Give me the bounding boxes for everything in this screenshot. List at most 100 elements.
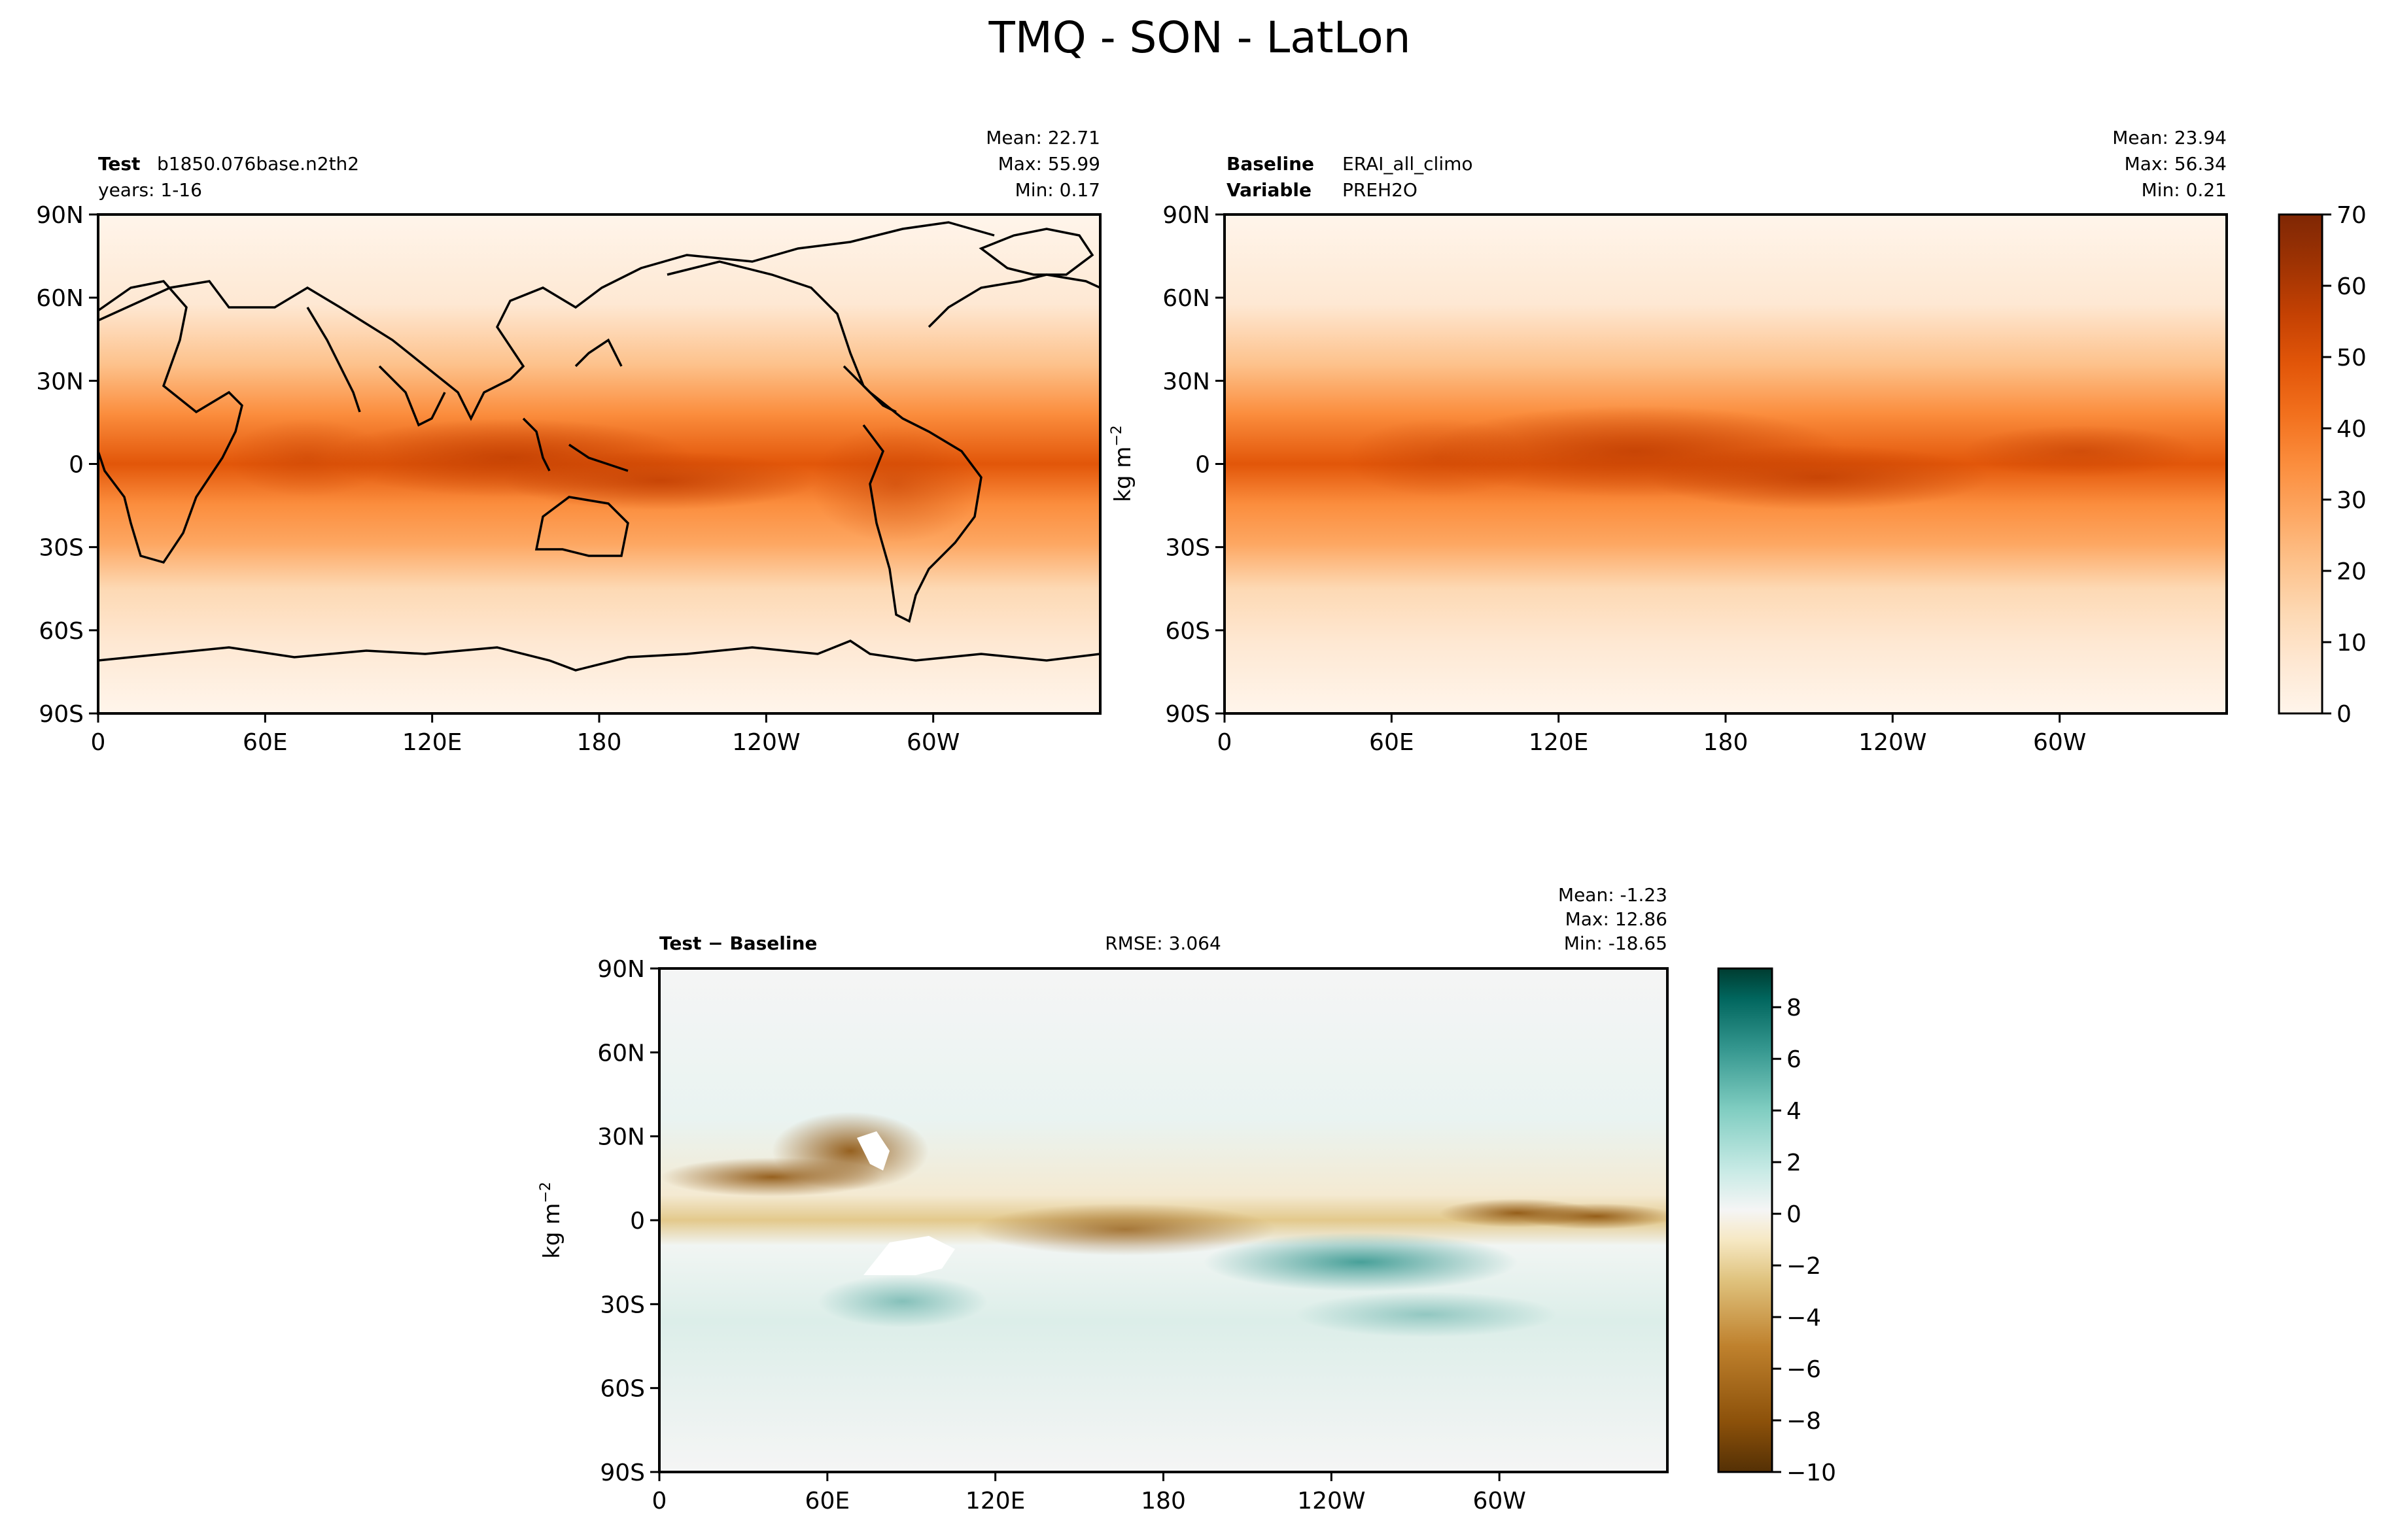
test-y-tick-label: 60N [36, 285, 84, 312]
panel-baseline: 90N 60N 30N 0 30S 60S 90S 0 60E 120E 180 120W 60W k… [1109, 127, 2228, 756]
baseline-y-ticks: 90N 60N 30N 0 30S 60S 90S [1162, 202, 1225, 728]
baseline-y-tick-label: 0 [1195, 452, 1210, 479]
difference-x-tick-label: 0 [652, 1488, 667, 1514]
difference-y-tick-label: 90N [597, 956, 645, 983]
baseline-map-field [1225, 214, 2227, 713]
test-y-tick-label: 30N [36, 368, 84, 395]
test-y-tick-label: 0 [69, 452, 84, 479]
test-stat-max: Max: 55.99 [998, 153, 1100, 175]
test-label-years: years: 1-16 [98, 179, 202, 201]
difference-x-tick-label: 180 [1141, 1488, 1186, 1514]
baseline-x-tick-label: 60W [2033, 729, 2086, 756]
test-stat-min: Min: 0.17 [1015, 179, 1100, 201]
colorbar-top-fill [2278, 213, 2323, 715]
difference-ylabel-exp: −2 [538, 1182, 554, 1203]
colorbar-bottom: 8 6 4 2 0 −2 −4 −6 −8 −10 [1717, 967, 1836, 1486]
panel-difference: 90N 60N 30N 0 30S 60S 90S 0 60E 120E 180 120W 60W k… [538, 884, 1669, 1514]
baseline-x-tick-label: 120W [1858, 729, 1926, 756]
colorbar-bottom-fill [1717, 967, 1773, 1473]
colorbar-top-tick-label: 0 [2337, 701, 2352, 728]
test-x-tick-label: 60W [907, 729, 960, 756]
difference-stat-mean: Mean: -1.23 [1558, 884, 1667, 906]
baseline-stat-mean: Mean: 23.94 [2112, 127, 2227, 148]
test-y-tick-label: 90N [36, 202, 84, 229]
colorbar-bottom-tick-label: 4 [1786, 1098, 1801, 1125]
baseline-label-variable: Variable [1226, 179, 1312, 201]
test-coastlines [98, 221, 1100, 672]
figure-title: TMQ - SON - LatLon [988, 12, 1411, 63]
test-x-tick-label: 0 [91, 729, 106, 756]
colorbar-top-ticks: 0 10 20 30 40 50 60 70 [2322, 202, 2367, 728]
test-map-field [98, 214, 1100, 713]
test-y-tick-label: 60S [39, 618, 84, 645]
difference-map-field [659, 968, 1667, 1472]
baseline-y-tick-label: 30N [1162, 368, 1210, 395]
difference-ylabel-units: kg m [539, 1203, 565, 1259]
colorbar-bottom-tick-label: −4 [1786, 1305, 1821, 1331]
baseline-y-tick-label: 90S [1165, 701, 1210, 728]
baseline-y-tick-label: 60S [1165, 618, 1210, 645]
difference-y-tick-label: 0 [630, 1208, 645, 1235]
test-x-tick-label: 120E [402, 729, 462, 756]
colorbar-top-tick-label: 50 [2337, 345, 2367, 371]
baseline-stat-max: Max: 56.34 [2125, 153, 2227, 175]
difference-x-tick-label: 120W [1297, 1488, 1365, 1514]
test-x-ticks: 0 60E 120E 180 120W 60W [91, 713, 960, 756]
baseline-y-tick-label: 30S [1165, 535, 1210, 562]
colorbar-top: 0 10 20 30 40 50 60 70 [2278, 202, 2367, 728]
colorbar-bottom-tick-label: −8 [1786, 1408, 1821, 1435]
colorbar-top-tick-label: 70 [2337, 202, 2367, 229]
colorbar-bottom-tick-label: 2 [1786, 1150, 1801, 1176]
test-stat-mean: Mean: 22.71 [986, 127, 1100, 148]
baseline-x-tick-label: 60E [1369, 729, 1414, 756]
difference-ylabel: kg m−2 [538, 1182, 565, 1259]
colorbar-bottom-tick-label: 6 [1786, 1046, 1801, 1073]
difference-label-bold: Test − Baseline [659, 933, 817, 954]
colorbar-top-tick-label: 20 [2337, 558, 2367, 585]
colorbar-bottom-tick-label: −6 [1786, 1356, 1821, 1383]
difference-x-ticks: 0 60E 120E 180 120W 60W [652, 1472, 1526, 1514]
baseline-ylabel-exp: −2 [1109, 425, 1125, 446]
test-x-tick-label: 60E [243, 729, 288, 756]
colorbar-bottom-tick-label: −2 [1786, 1253, 1821, 1280]
colorbar-top-tick-label: 10 [2337, 630, 2367, 657]
colorbar-top-tick-label: 40 [2337, 416, 2367, 443]
test-y-tick-label: 30S [39, 535, 84, 562]
baseline-x-tick-label: 0 [1217, 729, 1232, 756]
baseline-label-value: ERAI_all_climo [1342, 153, 1473, 175]
difference-y-tick-label: 30N [597, 1124, 645, 1151]
difference-y-tick-label: 60N [597, 1040, 645, 1067]
baseline-label-variable-value: PREH2O [1342, 179, 1417, 201]
panel-test: 90N 60N 30N 0 30S 60S 90S 0 60E 120E 180 120W 60W T… [36, 127, 1102, 756]
test-x-tick-label: 120W [732, 729, 800, 756]
test-y-tick-label: 90S [39, 701, 84, 728]
difference-y-tick-label: 60S [600, 1376, 645, 1403]
difference-y-tick-label: 90S [600, 1460, 645, 1486]
difference-x-tick-label: 60E [805, 1488, 850, 1514]
difference-x-tick-label: 60W [1472, 1488, 1525, 1514]
baseline-x-tick-label: 120E [1529, 729, 1588, 756]
colorbar-top-tick-label: 60 [2337, 273, 2367, 300]
baseline-label-bold: Baseline [1226, 153, 1314, 175]
baseline-ylabel-units: kg m [1110, 447, 1136, 502]
test-label-value: b1850.076base.n2th2 [157, 153, 359, 175]
test-y-ticks: 90N 60N 30N 0 30S 60S 90S [36, 202, 98, 728]
baseline-y-tick-label: 60N [1162, 285, 1210, 312]
difference-stat-min: Min: -18.65 [1564, 933, 1667, 954]
colorbar-bottom-tick-label: 8 [1786, 995, 1801, 1021]
baseline-x-tick-label: 180 [1703, 729, 1748, 756]
baseline-ylabel: kg m−2 [1109, 425, 1136, 502]
difference-rmse: RMSE: 3.064 [1105, 933, 1221, 954]
colorbar-top-tick-label: 30 [2337, 487, 2367, 514]
baseline-stat-min: Min: 0.21 [2142, 179, 2227, 201]
difference-stat-max: Max: 12.86 [1565, 908, 1667, 930]
baseline-y-tick-label: 90N [1162, 202, 1210, 229]
difference-y-ticks: 90N 60N 30N 0 30S 60S 90S [597, 956, 659, 1486]
colorbar-bottom-tick-label: 0 [1786, 1201, 1801, 1228]
difference-x-tick-label: 120E [965, 1488, 1025, 1514]
colorbar-bottom-tick-label: −10 [1786, 1460, 1836, 1486]
test-x-tick-label: 180 [577, 729, 622, 756]
colorbar-bottom-ticks: 8 6 4 2 0 −2 −4 −6 −8 −10 [1772, 995, 1836, 1486]
test-label-bold: Test [98, 153, 140, 175]
